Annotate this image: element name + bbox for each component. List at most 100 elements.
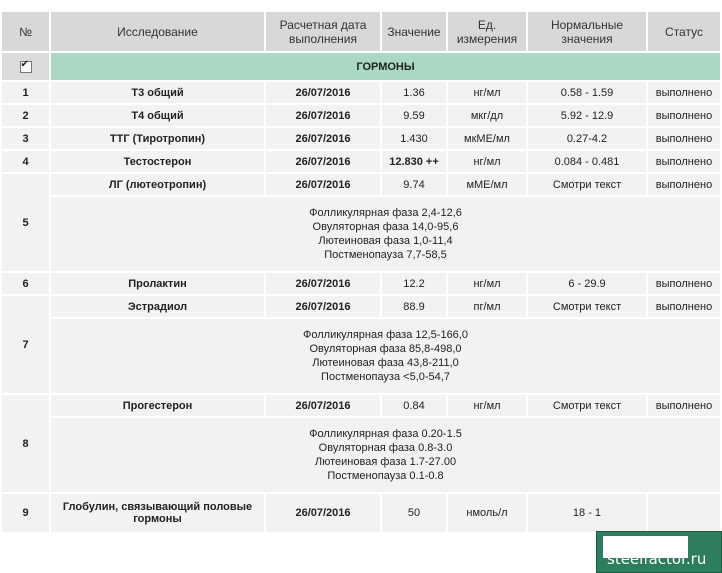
row-test-name: Т4 общий: [49, 103, 266, 128]
note-line: Овуляторная фаза 0.8-3.0: [318, 442, 453, 454]
col-num: №: [0, 10, 51, 53]
row-normal: 6 - 29.9: [526, 271, 648, 296]
col-status: Статус: [646, 10, 722, 53]
table-row: 6 Пролактин 26/07/2016 12.2 нг/мл 6 - 29.9 вып…: [0, 271, 722, 296]
row-normal: 18 - 1: [526, 492, 648, 534]
row-number: 3: [0, 126, 51, 151]
note-line: Лютеиновая фаза 43,8-211,0: [312, 357, 459, 369]
results-table: № Исследование Расчетная дата выполнения …: [0, 10, 722, 534]
row-date: 26/07/2016: [264, 103, 382, 128]
watermark-box: [603, 536, 688, 558]
row-normal: Смотри текст: [526, 172, 648, 197]
row-value: 12.830 ++: [380, 149, 448, 174]
table-row: 1 Т3 общий 26/07/2016 1.36 нг/мл 0.58 - 1.59 в…: [0, 80, 722, 105]
row-date: 26/07/2016: [264, 126, 382, 151]
table-row: 7 Эстрадиол 26/07/2016 88.9 пг/мл Смотри текс…: [0, 294, 722, 395]
table-row: 5 ЛГ (лютеотропин) 26/07/2016 9.74 мМЕ/мл Смо…: [0, 172, 722, 273]
col-test: Исследование: [49, 10, 266, 53]
row-value: 88.9: [380, 294, 448, 319]
row-date: 26/07/2016: [264, 80, 382, 105]
row-unit: мкМЕ/мл: [446, 126, 528, 151]
col-date: Расчетная дата выполнения: [264, 10, 382, 53]
row-status: выполнено: [646, 294, 722, 319]
row-value: 9.74: [380, 172, 448, 197]
col-unit-l2: измерения: [456, 31, 518, 46]
row-test-name: ТТГ (Тиротропин): [49, 126, 266, 151]
note-line: Фолликулярная фаза 0.20-1.5: [309, 428, 462, 440]
row-notes: Фолликулярная фаза 2,4-12,6 Овуляторная ф…: [49, 195, 722, 273]
row-notes: Фолликулярная фаза 0.20-1.5 Овуляторная ф…: [49, 416, 722, 494]
table-row: 2 Т4 общий 26/07/2016 9.59 мкг/дл 5.92 - 12.9…: [0, 103, 722, 128]
row-value: 1.36: [380, 80, 448, 105]
note-line: Постменопауза 7,7-58,5: [324, 249, 447, 261]
table-row: 9 Глобулин, связывающий половые гормоны 26…: [0, 492, 722, 534]
row-test-name: Тестостерон: [49, 149, 266, 174]
row-test-name: Глобулин, связывающий половые гормоны: [49, 492, 266, 534]
row-normal: 0.27-4.2: [526, 126, 648, 151]
row-number: 5: [0, 172, 51, 273]
row-value: 12.2: [380, 271, 448, 296]
col-normal-l1: Нормальные: [550, 17, 624, 32]
row-unit: нг/мл: [446, 393, 528, 418]
row-status: выполнено: [646, 271, 722, 296]
row-unit: пг/мл: [446, 294, 528, 319]
col-unit-l1: Ед.: [477, 17, 497, 32]
note-line: Фолликулярная фаза 2,4-12,6: [309, 207, 462, 219]
row-test-name: Т3 общий: [49, 80, 266, 105]
table-row: 3 ТТГ (Тиротропин) 26/07/2016 1.430 мкМЕ/мл 0…: [0, 126, 722, 151]
row-date: 26/07/2016: [264, 149, 382, 174]
row-date: 26/07/2016: [264, 172, 382, 197]
row-unit: нг/мл: [446, 149, 528, 174]
row-notes: Фолликулярная фаза 12,5-166,0 Овуляторная…: [49, 317, 722, 395]
section-checkbox-cell: [0, 51, 51, 82]
table-row: 4 Тестостерон 26/07/2016 12.830 ++ нг/мл 0.08…: [0, 149, 722, 174]
row-unit: нг/мл: [446, 80, 528, 105]
col-unit: Ед. измерения: [446, 10, 528, 53]
row-unit: мМЕ/мл: [446, 172, 528, 197]
note-line: Лютеиновая фаза 1,0-11,4: [318, 235, 453, 247]
row-normal: 0.58 - 1.59: [526, 80, 648, 105]
table-header-row: № Исследование Расчетная дата выполнения …: [0, 10, 722, 53]
row-number: 4: [0, 149, 51, 174]
col-normal: Нормальные значения: [526, 10, 648, 53]
row-test-name: Пролактин: [49, 271, 266, 296]
row-number: 8: [0, 393, 51, 494]
row-status: выполнено: [646, 172, 722, 197]
row-normal: Смотри текст: [526, 294, 648, 319]
row-test-name: ЛГ (лютеотропин): [49, 172, 266, 197]
row-date: 26/07/2016: [264, 492, 382, 534]
row-unit: мкг/дл: [446, 103, 528, 128]
section-checkbox[interactable]: [19, 59, 32, 73]
row-test-name: Эстрадиол: [49, 294, 266, 319]
col-value: Значение: [380, 10, 448, 53]
note-line: Постменопауза <5,0-54,7: [321, 371, 450, 383]
row-status: выполнено: [646, 126, 722, 151]
row-status: [646, 492, 722, 534]
row-value: 50: [380, 492, 448, 534]
row-normal: 0.084 - 0.481: [526, 149, 648, 174]
row-status: выполнено: [646, 393, 722, 418]
row-status: выполнено: [646, 103, 722, 128]
col-date-l1: Расчетная дата: [279, 17, 367, 32]
note-line: Постменопауза 0.1-0.8: [327, 470, 444, 482]
row-number: 6: [0, 271, 51, 296]
row-date: 26/07/2016: [264, 271, 382, 296]
row-test-name: Прогестерон: [49, 393, 266, 418]
row-value: 0.84: [380, 393, 448, 418]
note-line: Овуляторная фаза 14,0-95,6: [312, 221, 459, 233]
row-status: выполнено: [646, 149, 722, 174]
note-line: Овуляторная фаза 85,8-498,0: [309, 343, 462, 355]
row-number: 7: [0, 294, 51, 395]
notes-row: Фолликулярная фаза 0.20-1.5 Овуляторная ф…: [1, 416, 722, 494]
row-number: 1: [0, 80, 51, 105]
note-line: Лютеиновая фаза 1.7-27.00: [314, 456, 457, 468]
row-status: выполнено: [646, 80, 722, 105]
section-title: ГОРМОНЫ: [49, 51, 722, 82]
notes-row: Фолликулярная фаза 12,5-166,0 Овуляторная…: [1, 317, 722, 395]
row-date: 26/07/2016: [264, 393, 382, 418]
row-normal: 5.92 - 12.9: [526, 103, 648, 128]
watermark-logo: steelfactor.ru: [596, 531, 722, 573]
row-number: 9: [0, 492, 51, 534]
notes-row: Фолликулярная фаза 2,4-12,6 Овуляторная ф…: [1, 195, 722, 273]
col-normal-l2: значения: [561, 31, 613, 46]
